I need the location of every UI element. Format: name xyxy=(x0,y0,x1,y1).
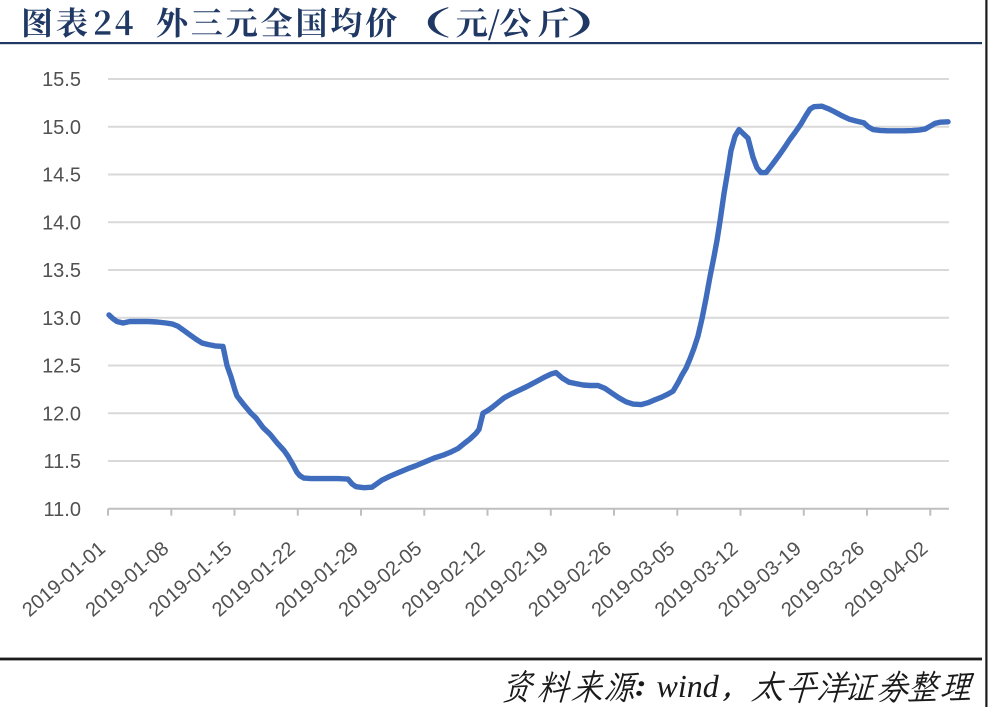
svg-text:12.0: 12.0 xyxy=(42,403,81,425)
svg-text:11.5: 11.5 xyxy=(44,451,81,473)
svg-text:14.0: 14.0 xyxy=(42,212,81,234)
svg-text:15.5: 15.5 xyxy=(42,69,81,91)
svg-text:12.5: 12.5 xyxy=(42,356,81,378)
svg-text:11.0: 11.0 xyxy=(44,499,81,521)
svg-text:15.0: 15.0 xyxy=(42,117,81,139)
svg-text:13.5: 13.5 xyxy=(42,260,81,282)
svg-text:13.0: 13.0 xyxy=(42,308,81,330)
svg-text:14.5: 14.5 xyxy=(42,165,81,187)
